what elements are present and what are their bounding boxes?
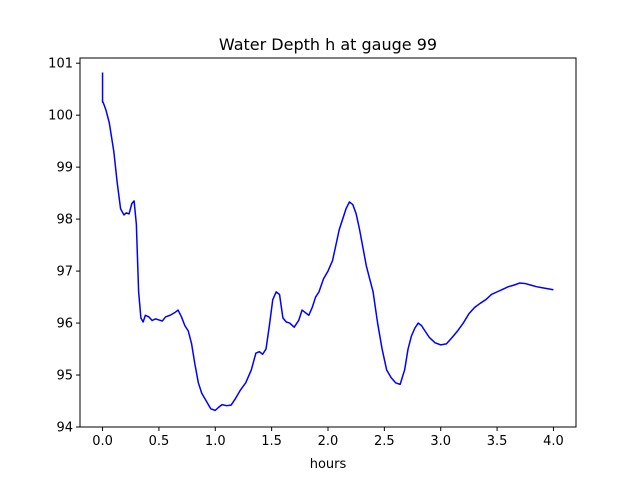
x-tick-label: 0.5: [149, 434, 170, 449]
y-tick-label: 96: [56, 317, 73, 332]
x-tick-label: 1.5: [261, 434, 282, 449]
x-tick-label: 1.0: [205, 434, 226, 449]
plot-frame: [79, 57, 577, 428]
x-tick-label: 3.5: [487, 434, 508, 449]
y-tick-label: 97: [56, 265, 73, 280]
y-tick-label: 94: [56, 421, 73, 436]
y-axis: 94 95 96 97 98 99 100 101: [48, 57, 80, 436]
x-tick-label: 3.0: [430, 434, 451, 449]
x-axis-label: hours: [310, 457, 347, 472]
x-tick-label: 2.0: [318, 434, 339, 449]
y-tick-label: 98: [56, 213, 73, 228]
y-tick-label: 101: [48, 57, 73, 72]
x-tick-label: 0.0: [92, 434, 113, 449]
series-line-0: [101, 72, 554, 412]
y-tick-label: 95: [56, 369, 73, 384]
plot-area: [79, 57, 577, 428]
x-tick-label: 2.5: [374, 434, 395, 449]
y-tick-label: 99: [56, 161, 73, 176]
y-tick-label: 100: [48, 109, 73, 124]
x-tick-label: 4.0: [543, 434, 564, 449]
chart-title: Water Depth h at gauge 99: [219, 35, 437, 54]
x-axis: 0.0 0.5 1.0 1.5 2.0 2.5 3.0 3.5 4.0: [92, 427, 564, 449]
